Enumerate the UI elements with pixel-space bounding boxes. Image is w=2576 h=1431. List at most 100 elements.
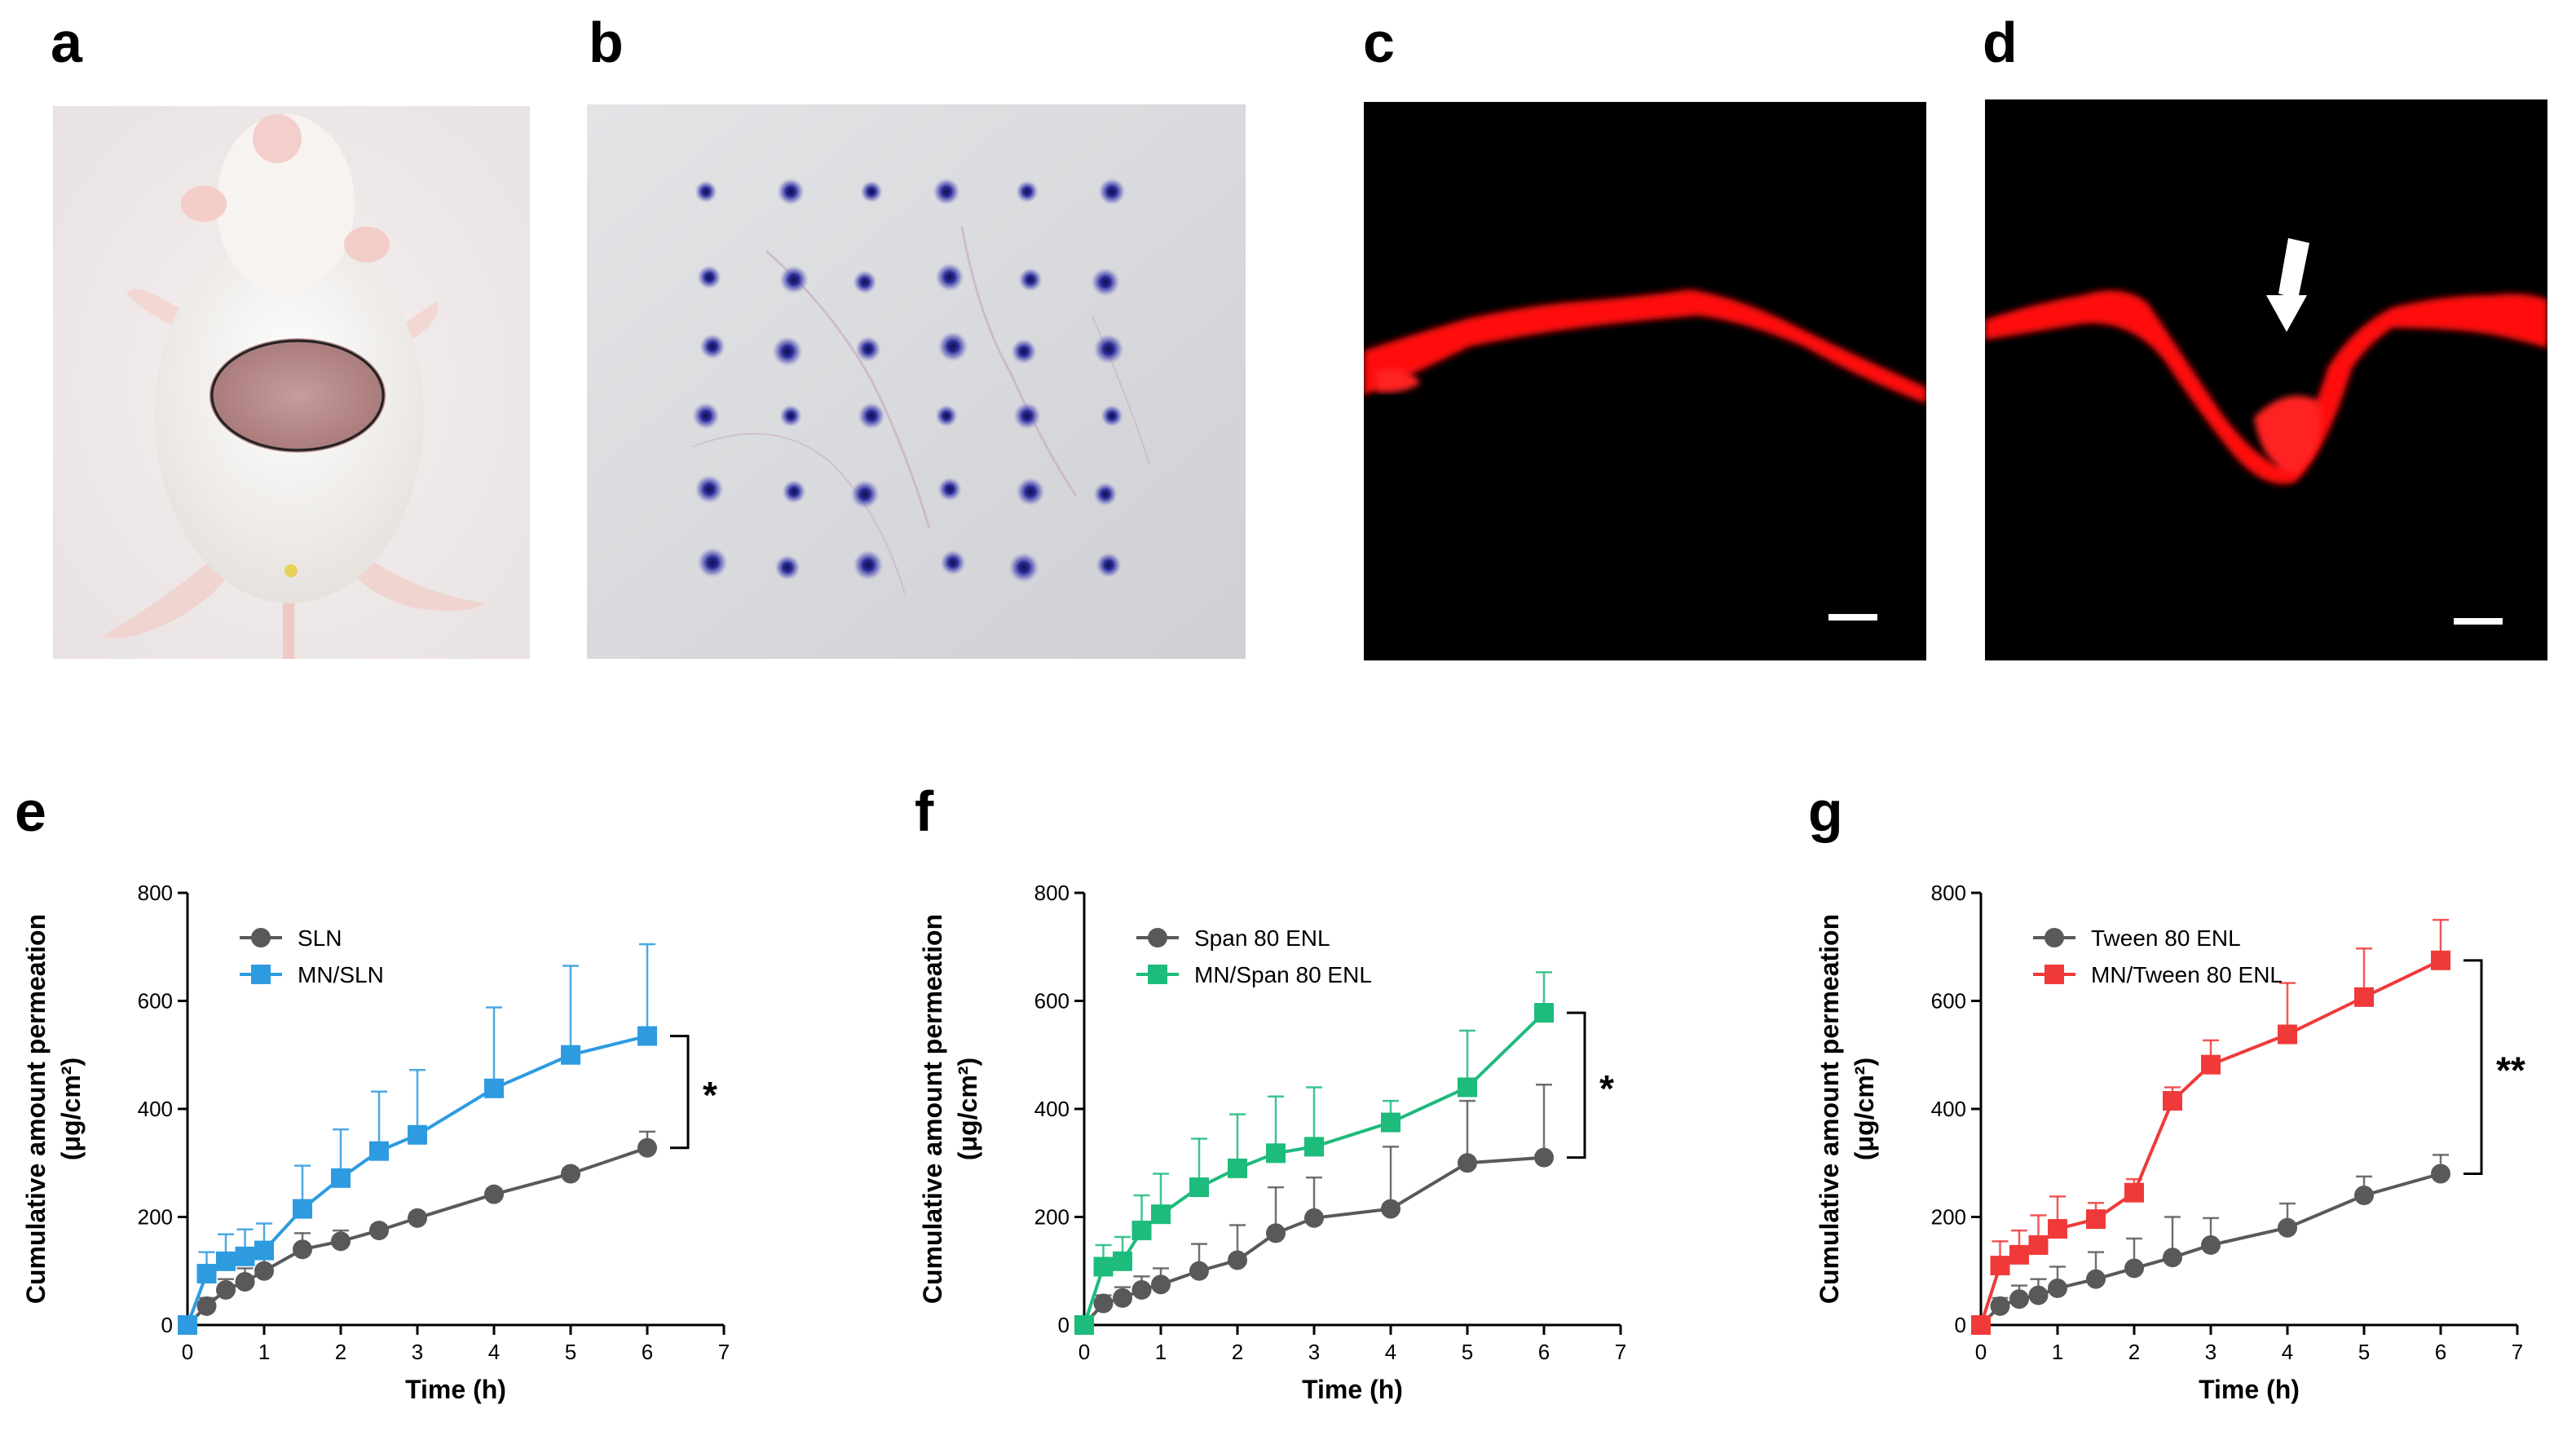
microneedle-dot — [772, 336, 803, 367]
y-tick-label: 800 — [1034, 881, 1070, 905]
data-point-1 — [1228, 1158, 1247, 1178]
significance-marker: * — [703, 1074, 717, 1116]
x-tick-label: 2 — [2128, 1340, 2140, 1364]
panel-letter-d: d — [1983, 11, 2018, 74]
panel-letter-a: a — [51, 11, 82, 74]
y-axis-label: Cumulative amount permeation — [918, 914, 947, 1304]
mouse-illustration — [53, 106, 530, 659]
y-tick-label: 800 — [138, 881, 173, 905]
x-tick-label: 0 — [1078, 1340, 1090, 1364]
data-point-1 — [216, 1251, 236, 1271]
data-point-1 — [1458, 1077, 1477, 1098]
chart-f: 0 200 400 600 800 0 1 2 3 4 5 6 7 Time (h) Cumulative … — [918, 881, 1626, 1404]
legend-label: MN/SLN — [298, 962, 384, 987]
microneedle-dot — [855, 336, 881, 362]
x-tick-label: 1 — [258, 1340, 270, 1364]
data-point-1 — [196, 1264, 217, 1284]
data-point-1 — [1131, 1221, 1152, 1241]
x-tick-label: 4 — [488, 1340, 500, 1364]
legend-marker — [1148, 965, 1167, 984]
microneedle-dot — [1096, 552, 1122, 578]
data-point-0 — [2028, 1285, 2049, 1305]
x-tick-label: 5 — [1462, 1340, 1473, 1364]
data-point-1 — [2278, 1024, 2297, 1045]
data-point-1 — [178, 1315, 197, 1335]
y-axis-unit: (μg/cm²) — [56, 1058, 86, 1160]
legend-marker — [2044, 965, 2064, 984]
data-point-0 — [484, 1184, 504, 1204]
microneedle-dot — [937, 477, 962, 501]
data-point-1 — [1113, 1251, 1132, 1271]
significance-bracket — [1567, 1011, 1586, 1159]
data-point-1 — [1266, 1143, 1286, 1164]
microneedle-dot — [935, 404, 958, 427]
legend-marker — [251, 928, 271, 947]
fluorescence-image-microneedle — [1985, 99, 2547, 660]
data-point-0 — [1381, 1199, 1400, 1219]
y-tick-label: 0 — [1955, 1313, 1966, 1337]
data-point-0 — [2278, 1217, 2297, 1238]
data-point-1 — [1093, 1257, 1114, 1277]
microneedle-dot — [782, 479, 806, 504]
x-tick-label: 0 — [1975, 1340, 1987, 1364]
data-point-0 — [2124, 1258, 2144, 1279]
data-point-0 — [561, 1164, 580, 1184]
y-tick-label: 200 — [138, 1205, 173, 1230]
significance-marker: ** — [2496, 1049, 2525, 1092]
data-point-0 — [1304, 1208, 1324, 1228]
microneedle-dot — [1016, 477, 1045, 506]
significance-marker: * — [1599, 1067, 1614, 1110]
series-line-1 — [1979, 959, 2441, 1326]
microneedle-dot — [777, 178, 805, 205]
microneedle-dot — [692, 402, 720, 430]
y-tick-label: 0 — [1058, 1313, 1070, 1337]
scale-bar — [2454, 618, 2503, 625]
data-point-0 — [1534, 1147, 1554, 1168]
x-tick-label: 1 — [2052, 1340, 2063, 1364]
data-point-0 — [1228, 1250, 1247, 1270]
data-point-1 — [293, 1199, 312, 1219]
microneedle-dot — [779, 265, 809, 294]
data-point-0 — [1151, 1274, 1171, 1295]
data-point-1 — [2163, 1091, 2182, 1111]
data-point-0 — [408, 1208, 427, 1228]
x-axis-label: Time (h) — [405, 1375, 506, 1404]
x-axis-label: Time (h) — [1302, 1375, 1403, 1404]
microneedle-dot — [779, 404, 802, 427]
data-point-0 — [2009, 1289, 2029, 1310]
mouse-photo — [53, 106, 530, 659]
microneedle-dot — [853, 270, 877, 294]
x-tick-label: 2 — [335, 1340, 346, 1364]
fluorescence-layer-c — [1364, 289, 1926, 621]
x-tick-label: 7 — [1615, 1340, 1626, 1364]
legend-label: MN/Span 80 ENL — [1194, 962, 1372, 987]
scale-bar — [1828, 614, 1877, 621]
legend-label: SLN — [298, 925, 342, 951]
data-point-0 — [254, 1261, 274, 1281]
data-point-1 — [1381, 1112, 1400, 1133]
microneedle-dot — [1091, 267, 1120, 297]
y-tick-label: 0 — [161, 1313, 173, 1337]
microneedle-dot — [940, 550, 966, 576]
data-point-1 — [561, 1045, 580, 1065]
data-point-0 — [369, 1221, 389, 1241]
data-point-1 — [1074, 1315, 1094, 1335]
x-tick-label: 5 — [2358, 1340, 2370, 1364]
data-point-1 — [2124, 1182, 2144, 1203]
data-point-1 — [484, 1078, 504, 1098]
y-axis-unit: (μg/cm²) — [1850, 1058, 1879, 1160]
microneedle-dot — [935, 263, 964, 292]
y-tick-label: 600 — [1931, 989, 1966, 1014]
data-point-1 — [369, 1141, 389, 1161]
data-point-0 — [2201, 1234, 2221, 1255]
legend-label: MN/Tween 80 ENL — [2091, 962, 2283, 987]
chart-e: 0 200 400 600 800 0 1 2 3 4 5 6 7 Time (h) Cumulative … — [21, 881, 730, 1404]
fluorescence-image-intact — [1364, 102, 1926, 660]
x-tick-label: 6 — [1538, 1340, 1550, 1364]
data-point-0 — [1113, 1287, 1132, 1308]
y-tick-label: 400 — [1931, 1097, 1966, 1121]
microneedle-dot — [697, 265, 721, 289]
microneedle-dot — [695, 475, 724, 504]
x-tick-label: 7 — [2512, 1340, 2523, 1364]
data-point-0 — [293, 1239, 312, 1260]
